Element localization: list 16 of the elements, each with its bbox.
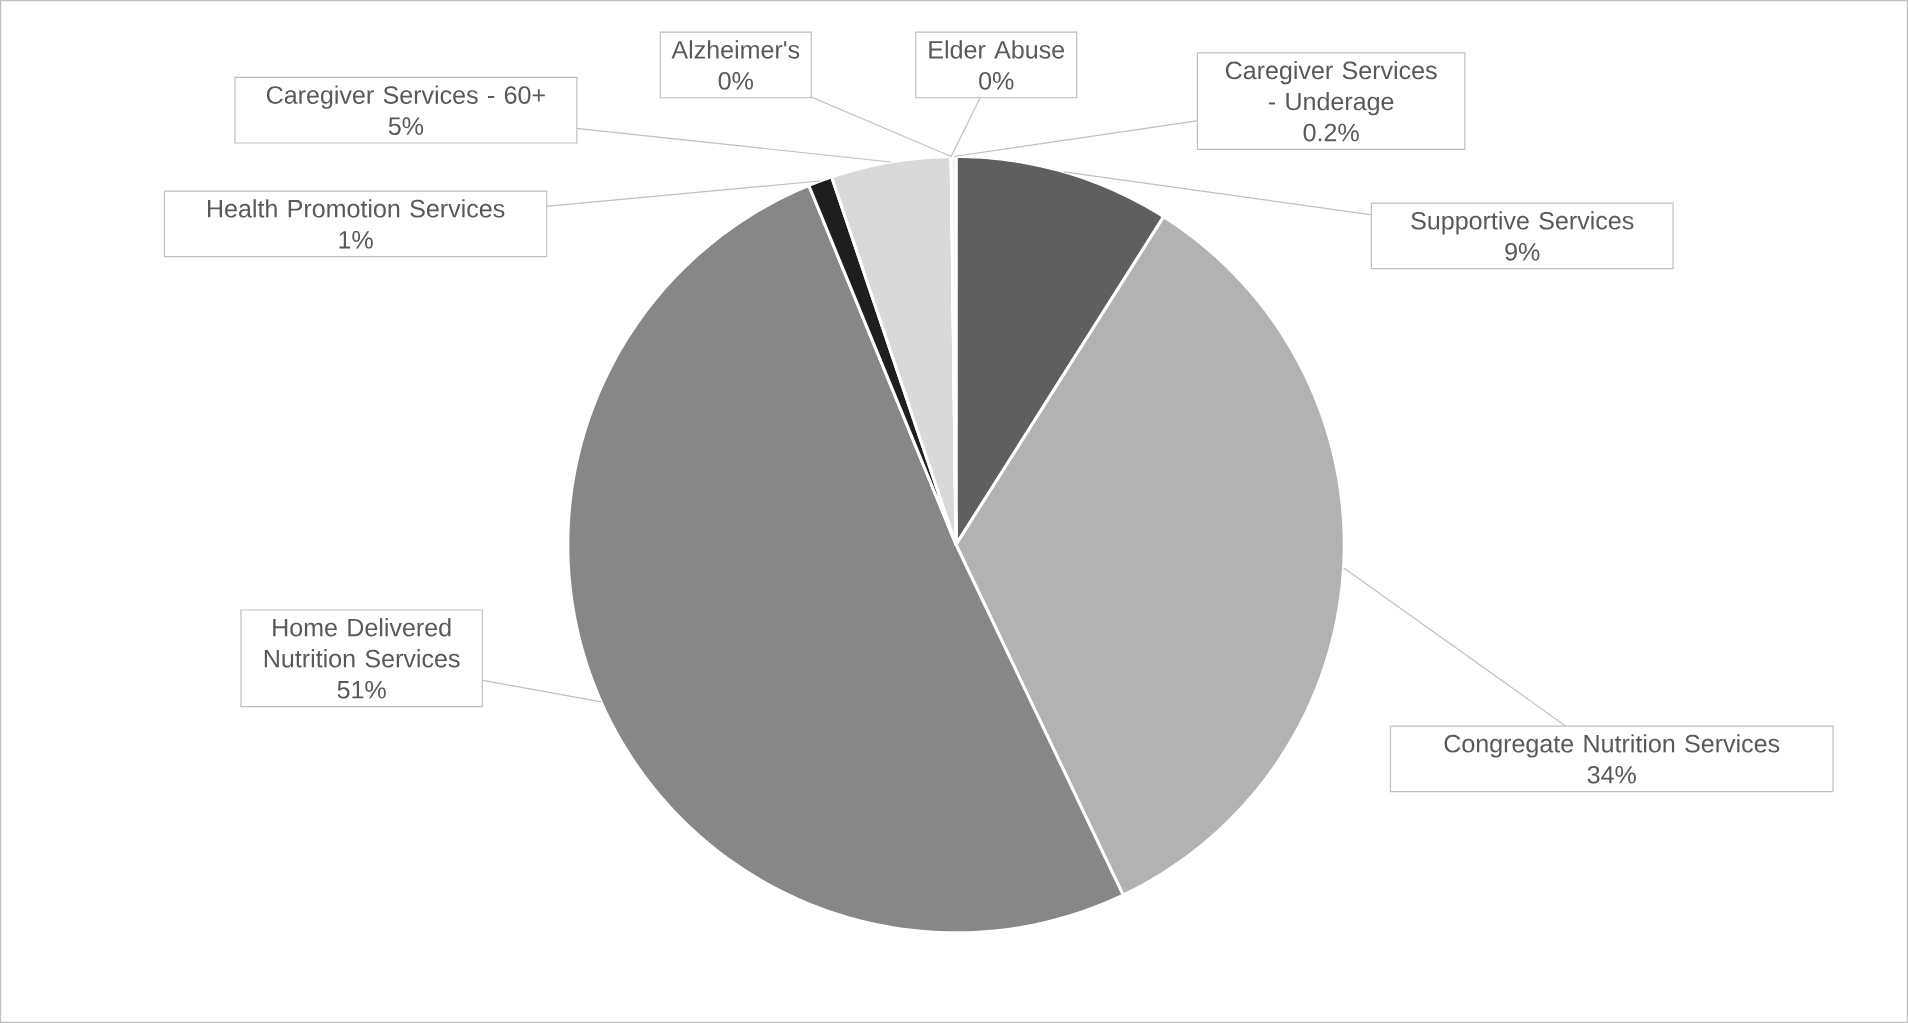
data-label: 51%	[337, 680, 386, 699]
data-label: 0.2%	[1303, 123, 1359, 142]
slice-label: Health Promotion Services	[208, 199, 505, 218]
data-label: 1%	[339, 231, 373, 249]
slice-label: Supportive Services	[1411, 211, 1634, 235]
data-label: 9%	[1505, 242, 1540, 261]
slice-label: Caregiver Services - Underage	[1225, 60, 1437, 116]
category-label: Elder Abuse	[929, 40, 1065, 59]
text: 0%	[979, 71, 1014, 90]
text: 0%	[718, 71, 753, 90]
slice-label: Congregate Nutrition Services	[1444, 734, 1780, 758]
data-label: 34%	[1587, 765, 1636, 784]
slice-label: Home Delivered Nutrition Services	[264, 618, 460, 668]
data-label: 5%	[388, 117, 424, 135]
category-label: Alzheimer's	[671, 40, 800, 59]
slice-label: Caregiver Services - 60+	[266, 85, 545, 109]
